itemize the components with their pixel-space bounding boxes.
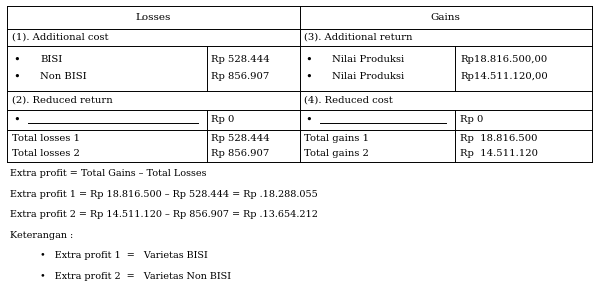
Text: •: • <box>305 72 312 82</box>
Text: (3). Additional return: (3). Additional return <box>304 32 413 42</box>
Text: (4). Reduced cost: (4). Reduced cost <box>304 96 393 105</box>
Text: Total losses 1: Total losses 1 <box>12 134 80 143</box>
Text: Rp 856.907: Rp 856.907 <box>211 149 270 158</box>
Text: •   Extra profit 1  =   Varietas BISI: • Extra profit 1 = Varietas BISI <box>10 251 208 260</box>
Text: Total losses 2: Total losses 2 <box>12 149 80 158</box>
Text: •: • <box>13 54 20 64</box>
Text: •   Extra profit 2  =   Varietas Non BISI: • Extra profit 2 = Varietas Non BISI <box>10 272 231 281</box>
Text: Extra profit 1 = Rp 18.816.500 – Rp 528.444 = Rp .18.288.055: Extra profit 1 = Rp 18.816.500 – Rp 528.… <box>10 190 318 199</box>
Text: Gains: Gains <box>431 13 461 22</box>
Text: BISI: BISI <box>40 55 62 64</box>
Text: Rp 0: Rp 0 <box>211 115 235 124</box>
Text: Total gains 2: Total gains 2 <box>304 149 369 158</box>
Text: •: • <box>13 115 20 125</box>
Text: Keterangan :: Keterangan : <box>10 231 74 240</box>
Text: Non BISI: Non BISI <box>40 72 87 81</box>
Text: Nilai Produksi: Nilai Produksi <box>332 55 405 64</box>
Text: Rp 528.444: Rp 528.444 <box>211 55 270 64</box>
Text: (1). Additional cost: (1). Additional cost <box>12 32 108 42</box>
Text: Rp  18.816.500: Rp 18.816.500 <box>460 134 537 143</box>
Text: Rp14.511.120,00: Rp14.511.120,00 <box>460 72 547 81</box>
Text: •: • <box>305 115 312 125</box>
Text: Losses: Losses <box>135 13 171 22</box>
Text: Rp  14.511.120: Rp 14.511.120 <box>460 149 538 158</box>
Text: •: • <box>305 54 312 64</box>
Text: Total gains 1: Total gains 1 <box>304 134 370 143</box>
Text: Rp 0: Rp 0 <box>460 115 483 124</box>
Text: Extra profit = Total Gains – Total Losses: Extra profit = Total Gains – Total Losse… <box>10 169 207 178</box>
Text: (2). Reduced return: (2). Reduced return <box>12 96 113 105</box>
Text: Rp 856.907: Rp 856.907 <box>211 72 270 81</box>
Text: Extra profit 2 = Rp 14.511.120 – Rp 856.907 = Rp .13.654.212: Extra profit 2 = Rp 14.511.120 – Rp 856.… <box>10 210 318 219</box>
Text: Nilai Produksi: Nilai Produksi <box>332 72 405 81</box>
Text: Rp18.816.500,00: Rp18.816.500,00 <box>460 55 547 64</box>
Text: Rp 528.444: Rp 528.444 <box>211 134 270 143</box>
Text: •: • <box>13 72 20 82</box>
